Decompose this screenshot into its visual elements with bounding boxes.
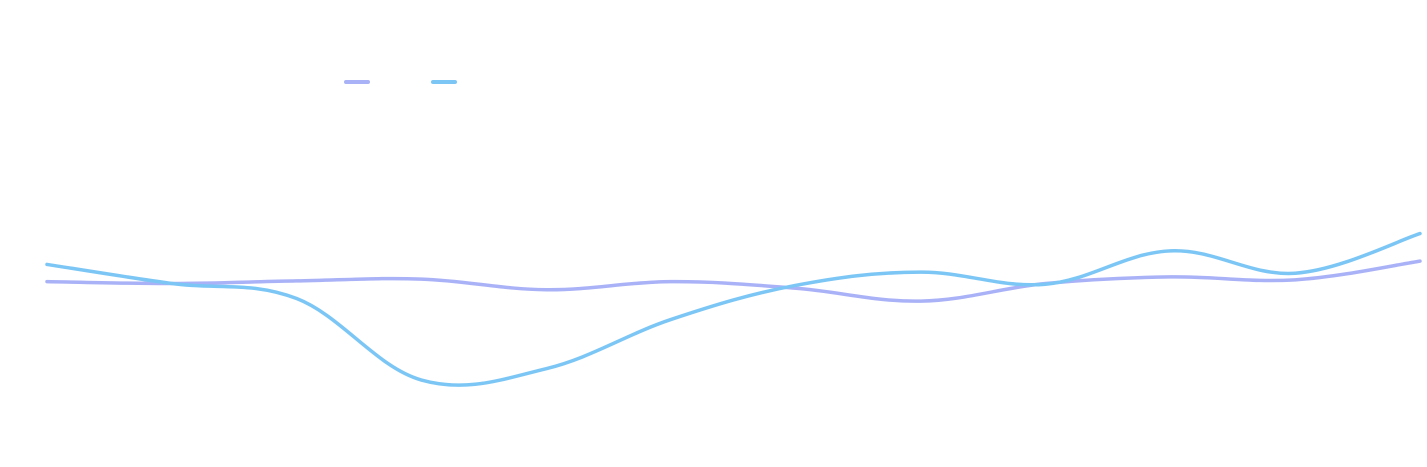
- series-line-2: [45, 231, 1422, 387]
- series-line-1: [45, 259, 1422, 303]
- series-lines: [45, 231, 1422, 387]
